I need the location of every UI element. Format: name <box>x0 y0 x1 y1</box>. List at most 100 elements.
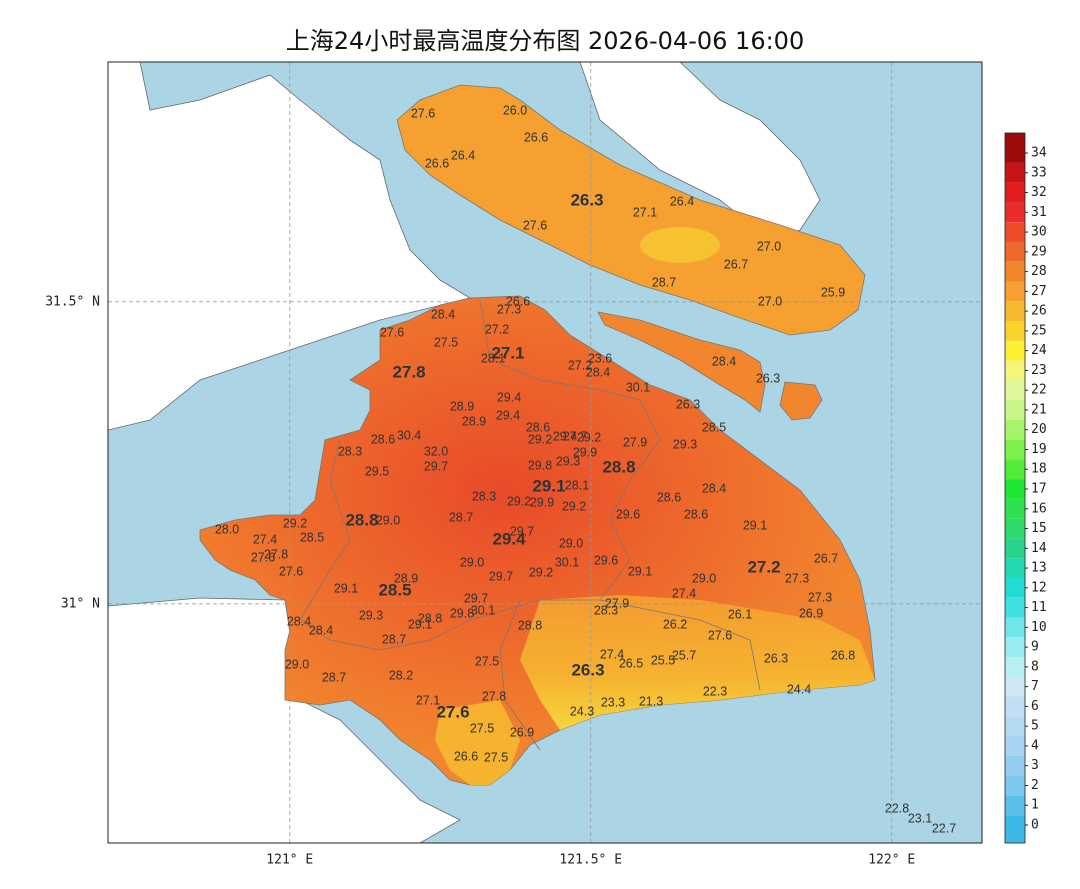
station-value: 25.7 <box>672 648 696 662</box>
station-value: 26.3 <box>764 651 788 665</box>
station-value: 26.9 <box>510 725 534 739</box>
colorbar-band <box>1005 162 1025 183</box>
district-value: 28.8 <box>345 510 378 529</box>
station-value: 29.7 <box>510 524 534 538</box>
station-value: 27.1 <box>633 205 657 219</box>
warm-patch <box>640 227 720 263</box>
colorbar-tick-label: 7 <box>1031 679 1039 694</box>
south-cool-zone <box>435 700 520 785</box>
colorbar-tick-label: 32 <box>1031 185 1047 200</box>
district-value: 26.3 <box>570 190 603 209</box>
land-north <box>107 61 472 431</box>
colorbar-tick-label: 30 <box>1031 225 1047 240</box>
station-value: 28.6 <box>684 507 708 521</box>
station-value: 27.6 <box>251 550 275 564</box>
station-value: 28.4 <box>586 365 610 379</box>
station-value: 29.0 <box>460 555 484 569</box>
station-value: 27.9 <box>623 435 647 449</box>
station-value: 28.6 <box>371 432 395 446</box>
colorbar-band <box>1005 360 1025 381</box>
colorbar-tick-label: 27 <box>1031 284 1047 299</box>
station-value: 23.3 <box>601 695 625 709</box>
colorbar-band <box>1005 301 1025 321</box>
colorbar-tick-label: 0 <box>1031 818 1039 833</box>
colorbar-band <box>1005 577 1025 598</box>
station-value: 27.7 <box>563 429 587 443</box>
plot-frame <box>107 61 983 844</box>
district-boundary <box>499 599 541 751</box>
colorbar-band <box>1005 637 1025 657</box>
station-value: 29.2 <box>562 499 586 513</box>
colorbar-tick-label: 5 <box>1031 719 1039 734</box>
station-value: 28.9 <box>450 399 474 413</box>
station-value: 29.9 <box>530 495 554 509</box>
colorbar-band <box>1005 736 1025 756</box>
colorbar-band <box>1005 419 1025 440</box>
land-northeast <box>579 61 821 241</box>
station-value: 25.5 <box>651 653 675 667</box>
station-value: 27.4 <box>672 586 696 600</box>
colorbar-band <box>1005 815 1025 843</box>
station-value: 28.6 <box>526 420 550 434</box>
station-value: 29.0 <box>559 536 583 550</box>
station-value: 29.2 <box>507 494 531 508</box>
district-value: 26.3 <box>571 660 604 679</box>
colorbar-tick-label: 1 <box>1031 798 1039 813</box>
station-value: 26.0 <box>503 103 527 117</box>
station-value: 28.3 <box>594 603 618 617</box>
station-value: 29.0 <box>692 571 716 585</box>
colorbar-band <box>1005 755 1025 776</box>
station-value: 27.9 <box>605 596 629 610</box>
colorbar-band <box>1005 222 1025 242</box>
colorbar-band <box>1005 518 1025 539</box>
station-value: 29.3 <box>359 608 383 622</box>
station-value: 28.5 <box>702 420 726 434</box>
station-value: 28.1 <box>481 351 505 365</box>
station-value: 29.4 <box>497 390 521 404</box>
station-value: 22.8 <box>885 801 909 815</box>
colorbar-tick-label: 2 <box>1031 778 1039 793</box>
colorbar-tick-label: 10 <box>1031 620 1047 635</box>
district-boundary <box>599 599 761 691</box>
station-value: 26.3 <box>676 397 700 411</box>
station-value: 27.3 <box>497 302 521 316</box>
colorbar-tick-label: 14 <box>1031 541 1047 556</box>
colorbar-tick-label: 19 <box>1031 442 1047 457</box>
station-value: 26.7 <box>724 257 748 271</box>
station-value: 28.4 <box>287 614 311 628</box>
colorbar-tick-label: 22 <box>1031 383 1047 398</box>
station-value: 29.1 <box>743 518 767 532</box>
y-tick-label: 31° N <box>61 596 100 611</box>
colorbar-band <box>1005 775 1025 796</box>
station-value: 27.8 <box>482 689 506 703</box>
colorbar-tick-label: 6 <box>1031 699 1039 714</box>
colorbar-tick-label: 13 <box>1031 561 1047 576</box>
colorbar: 0123456789101112131415161718192021222324… <box>1004 132 1047 844</box>
station-value: 28.4 <box>431 307 455 321</box>
colorbar-tick-label: 16 <box>1031 501 1047 516</box>
station-value: 29.3 <box>673 437 697 451</box>
colorbar-band <box>1005 538 1025 559</box>
station-value: 26.8 <box>831 648 855 662</box>
district-value: 28.5 <box>378 580 411 599</box>
district-value: 27.8 <box>392 362 425 381</box>
district-value: 28.8 <box>602 457 635 476</box>
district-boundary <box>299 299 661 651</box>
station-value: 28.7 <box>652 275 676 289</box>
colorbar-band <box>1005 133 1025 163</box>
colorbar-tick-label: 33 <box>1031 165 1047 180</box>
station-value: 26.3 <box>756 371 780 385</box>
station-value: 26.9 <box>799 606 823 620</box>
colorbar-band <box>1005 479 1025 499</box>
station-value: 28.4 <box>309 623 333 637</box>
station-value: 28.5 <box>300 530 324 544</box>
station-value: 29.2 <box>577 430 601 444</box>
colorbar-tick-label: 18 <box>1031 462 1047 477</box>
colorbar-band <box>1005 321 1025 341</box>
station-value: 28.9 <box>462 414 486 428</box>
station-value: 26.6 <box>454 749 478 763</box>
station-value: 27.0 <box>758 294 782 308</box>
colorbar-band <box>1005 617 1025 638</box>
colorbar-band <box>1005 380 1025 401</box>
